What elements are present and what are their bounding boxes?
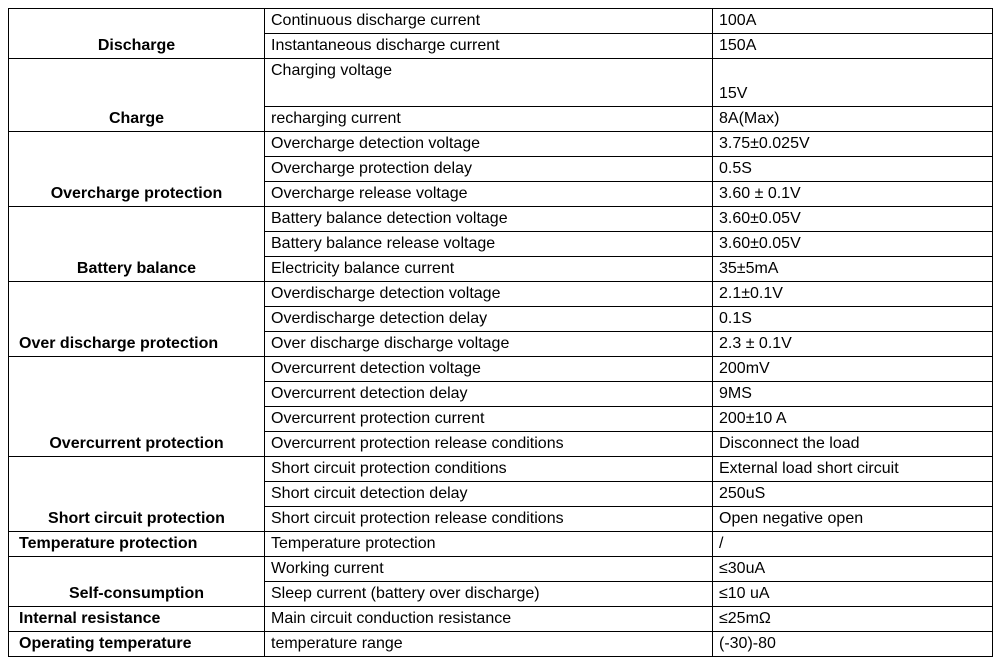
param-cell: Battery balance detection voltage bbox=[265, 207, 713, 232]
table-row: Overcharge protection Overcharge detecti… bbox=[9, 132, 993, 157]
table-row: Battery balance Battery balance detectio… bbox=[9, 207, 993, 232]
param-cell: Overcharge release voltage bbox=[265, 182, 713, 207]
value-cell: Open negative open bbox=[713, 507, 993, 532]
value-cell: 2.1±0.1V bbox=[713, 282, 993, 307]
value-cell: 200mV bbox=[713, 357, 993, 382]
param-cell: Overcurrent detection voltage bbox=[265, 357, 713, 382]
table-row: Discharge Continuous discharge current 1… bbox=[9, 9, 993, 34]
value-cell: 8A(Max) bbox=[713, 107, 993, 132]
table-row: Charge Charging voltage 15V bbox=[9, 59, 993, 107]
value-cell: 9MS bbox=[713, 382, 993, 407]
category-overdischarge: Over discharge protection bbox=[9, 282, 265, 357]
param-cell: Overcharge protection delay bbox=[265, 157, 713, 182]
param-cell: Overcurrent protection current bbox=[265, 407, 713, 432]
table-row: Operating temperature temperature range … bbox=[9, 632, 993, 657]
param-cell: temperature range bbox=[265, 632, 713, 657]
value-cell: 2.3 ± 0.1V bbox=[713, 332, 993, 357]
value-cell: 3.60±0.05V bbox=[713, 207, 993, 232]
param-cell: Over discharge discharge voltage bbox=[265, 332, 713, 357]
table-row: Over discharge protection Overdischarge … bbox=[9, 282, 993, 307]
table-row: Self-consumption Working current ≤30uA bbox=[9, 557, 993, 582]
category-discharge: Discharge bbox=[9, 9, 265, 59]
param-cell: Overcharge detection voltage bbox=[265, 132, 713, 157]
spec-table: Discharge Continuous discharge current 1… bbox=[8, 8, 993, 657]
category-temperature: Temperature protection bbox=[9, 532, 265, 557]
value-cell: 35±5mA bbox=[713, 257, 993, 282]
value-cell: External load short circuit bbox=[713, 457, 993, 482]
param-cell: Overdischarge detection delay bbox=[265, 307, 713, 332]
table-row: Overcurrent protection Overcurrent detec… bbox=[9, 357, 993, 382]
category-balance: Battery balance bbox=[9, 207, 265, 282]
param-cell: recharging current bbox=[265, 107, 713, 132]
value-cell: ≤30uA bbox=[713, 557, 993, 582]
param-cell: Continuous discharge current bbox=[265, 9, 713, 34]
value-cell: 3.60±0.05V bbox=[713, 232, 993, 257]
param-cell: Electricity balance current bbox=[265, 257, 713, 282]
param-cell: Short circuit protection release conditi… bbox=[265, 507, 713, 532]
param-cell: Charging voltage bbox=[265, 59, 713, 107]
category-operatingtemp: Operating temperature bbox=[9, 632, 265, 657]
param-cell: Main circuit conduction resistance bbox=[265, 607, 713, 632]
param-cell: Sleep current (battery over discharge) bbox=[265, 582, 713, 607]
value-cell: Disconnect the load bbox=[713, 432, 993, 457]
value-cell: 250uS bbox=[713, 482, 993, 507]
category-overcurrent: Overcurrent protection bbox=[9, 357, 265, 457]
value-cell: 0.1S bbox=[713, 307, 993, 332]
param-cell: Overcurrent detection delay bbox=[265, 382, 713, 407]
table-row: Internal resistance Main circuit conduct… bbox=[9, 607, 993, 632]
value-cell: 3.60 ± 0.1V bbox=[713, 182, 993, 207]
table-row: Short circuit protection Short circuit p… bbox=[9, 457, 993, 482]
param-cell: Overcurrent protection release condition… bbox=[265, 432, 713, 457]
param-cell: Temperature protection bbox=[265, 532, 713, 557]
value-cell: ≤10 uA bbox=[713, 582, 993, 607]
value-cell: 150A bbox=[713, 34, 993, 59]
param-cell: Overdischarge detection voltage bbox=[265, 282, 713, 307]
category-charge: Charge bbox=[9, 59, 265, 132]
param-cell: Instantaneous discharge current bbox=[265, 34, 713, 59]
param-cell: Battery balance release voltage bbox=[265, 232, 713, 257]
value-cell: 15V bbox=[713, 59, 993, 107]
value-cell: 0.5S bbox=[713, 157, 993, 182]
param-cell: Short circuit protection conditions bbox=[265, 457, 713, 482]
category-shortcircuit: Short circuit protection bbox=[9, 457, 265, 532]
value-cell: 3.75±0.025V bbox=[713, 132, 993, 157]
category-overcharge: Overcharge protection bbox=[9, 132, 265, 207]
category-internalresistance: Internal resistance bbox=[9, 607, 265, 632]
value-cell: (-30)-80 bbox=[713, 632, 993, 657]
value-cell: 100A bbox=[713, 9, 993, 34]
value-cell: / bbox=[713, 532, 993, 557]
category-selfconsumption: Self-consumption bbox=[9, 557, 265, 607]
param-cell: Short circuit detection delay bbox=[265, 482, 713, 507]
table-row: Temperature protection Temperature prote… bbox=[9, 532, 993, 557]
value-cell: ≤25mΩ bbox=[713, 607, 993, 632]
param-cell: Working current bbox=[265, 557, 713, 582]
value-cell: 200±10 A bbox=[713, 407, 993, 432]
